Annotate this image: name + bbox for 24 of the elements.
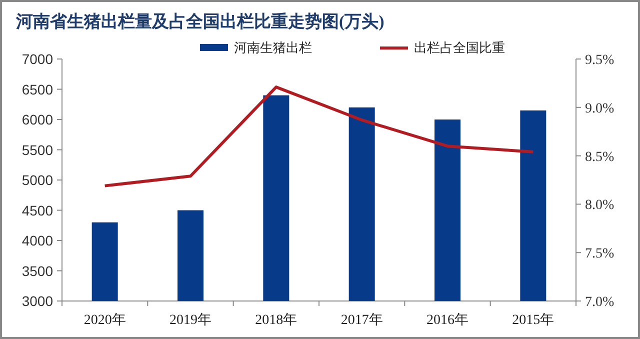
y-tick-label: 3500 (22, 262, 54, 279)
x-tick-label: 2020年 (84, 312, 126, 328)
y2-tick-label: 9.0% (585, 101, 614, 116)
x-tick-label: 2017年 (340, 312, 383, 328)
y-tick-label: 5500 (22, 142, 54, 158)
y2-tick-label: 7.0% (585, 295, 614, 310)
y-tick-label: 4500 (22, 202, 54, 218)
y2-tick-label: 7.5% (585, 246, 614, 262)
legend-label: 出栏占全国比重 (414, 40, 505, 55)
y-tick-label: 3000 (22, 293, 54, 309)
y-tick-label: 5000 (22, 172, 54, 188)
y-tick-label: 4000 (22, 232, 54, 248)
x-tick-label: 2016年 (426, 312, 468, 328)
y-tick-label: 6500 (22, 81, 54, 98)
chart-title: 河南省生猪出栏量及占全国出栏比重走势图(万头) (15, 12, 384, 31)
y2-tick-label: 8.0% (585, 198, 614, 214)
x-tick-label: 2018年 (255, 312, 298, 328)
y2-tick-label: 8.5% (585, 150, 614, 165)
y-tick-label: 6000 (22, 112, 54, 128)
legend-label: 河南生猪出栏 (234, 40, 312, 55)
x-tick-label: 2015年 (512, 312, 554, 328)
y-tick-label: 7000 (22, 51, 54, 67)
y2-tick-label: 9.5% (585, 53, 614, 68)
x-tick-label: 2019年 (170, 312, 212, 328)
